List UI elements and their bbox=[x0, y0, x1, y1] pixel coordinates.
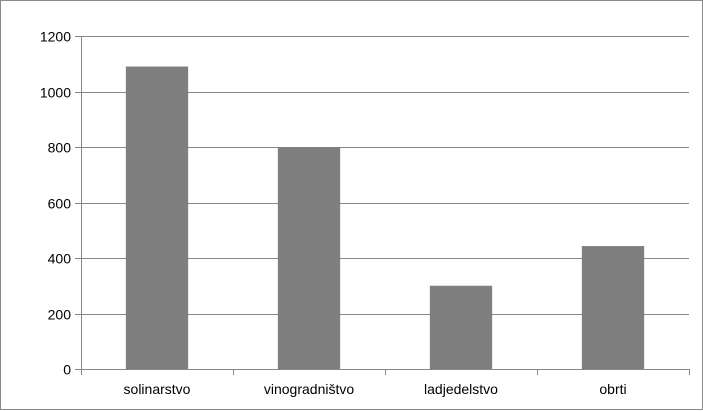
y-tick-label: 400 bbox=[48, 251, 72, 267]
x-tick-label: ladjedelstvo bbox=[424, 381, 498, 397]
bar-1 bbox=[277, 147, 341, 369]
y-tick-label: 200 bbox=[48, 307, 72, 323]
y-tick-label: 1000 bbox=[40, 85, 71, 101]
bars bbox=[125, 66, 645, 370]
bar-0 bbox=[125, 66, 189, 370]
bar-2 bbox=[429, 285, 493, 369]
bar-3 bbox=[581, 246, 645, 369]
x-tick-label: solinarstvo bbox=[124, 381, 191, 397]
x-tick-label: vinogradništvo bbox=[264, 381, 354, 397]
y-tick-labels: 0 200 400 600 800 1000 1200 bbox=[40, 29, 71, 378]
y-tick-label: 1200 bbox=[40, 29, 71, 45]
x-tick-label: obrti bbox=[599, 381, 626, 397]
y-tick-label: 600 bbox=[48, 196, 72, 212]
y-tick-label: 800 bbox=[48, 140, 72, 156]
axes bbox=[75, 36, 690, 375]
y-tick-label: 0 bbox=[63, 362, 71, 378]
x-tick-labels: solinarstvo vinogradništvo ladjedelstvo obr… bbox=[124, 381, 627, 397]
